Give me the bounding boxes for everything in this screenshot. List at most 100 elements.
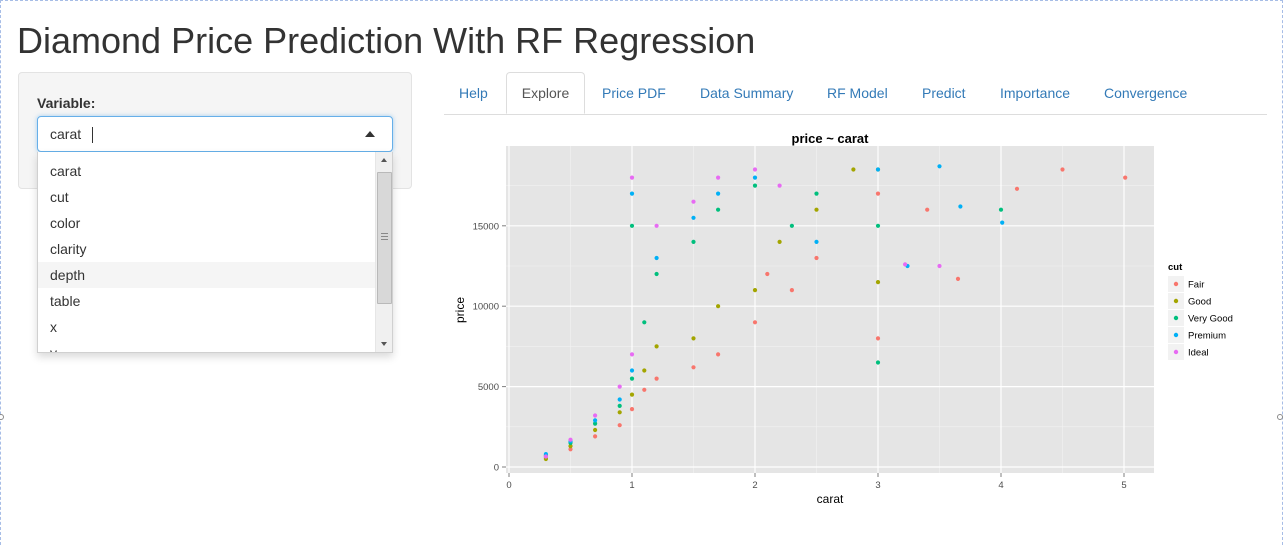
tab-predict[interactable]: Predict xyxy=(922,85,966,101)
data-point xyxy=(617,423,622,428)
data-point xyxy=(617,384,622,389)
data-point xyxy=(629,223,635,228)
data-point xyxy=(593,421,598,426)
legend-label: Very Good xyxy=(1188,314,1233,325)
data-point xyxy=(716,304,721,309)
data-point xyxy=(955,276,961,281)
page-title: Diamond Price Prediction With RF Regress… xyxy=(17,20,756,61)
data-point xyxy=(593,413,598,418)
tab-convergence[interactable]: Convergence xyxy=(1104,85,1188,101)
data-point xyxy=(937,263,942,269)
tab-explore[interactable]: Explore xyxy=(506,72,585,114)
y-axis-label: price xyxy=(453,297,467,323)
x-tick-label: 5 xyxy=(1121,480,1126,491)
dropdown-option-clarity[interactable]: clarity xyxy=(50,241,87,257)
data-point xyxy=(875,360,881,365)
price-carat-scatter-plot: price ~ carat 0 1 2 3 4 5 0 5000 10000 15000 car… xyxy=(453,131,1233,506)
y-tick-label: 15000 xyxy=(473,221,499,232)
data-point xyxy=(629,175,635,180)
data-point xyxy=(875,223,881,228)
data-point xyxy=(654,344,659,349)
data-point xyxy=(875,167,881,172)
data-point xyxy=(654,223,659,228)
data-point xyxy=(875,336,881,341)
variable-select-value: carat xyxy=(50,126,82,142)
data-point xyxy=(629,368,635,373)
data-point xyxy=(642,368,647,373)
data-point xyxy=(629,392,635,397)
dropdown-option-y[interactable]: y xyxy=(50,345,57,353)
data-point xyxy=(814,239,819,244)
tab-importance[interactable]: Importance xyxy=(1000,85,1071,101)
resize-handle-right[interactable] xyxy=(1277,414,1283,420)
dropdown-option-table[interactable]: table xyxy=(50,293,81,309)
scroll-thumb[interactable] xyxy=(377,172,392,304)
data-point xyxy=(568,444,573,449)
data-point xyxy=(716,207,721,212)
grip-line xyxy=(381,236,388,237)
tab-bar: Help Explore Price PDF Data Summary RF M… xyxy=(444,72,1267,115)
y-tick-label: 0 xyxy=(494,463,499,474)
dropdown-scrollbar[interactable] xyxy=(375,152,392,352)
data-point xyxy=(765,271,770,277)
data-point xyxy=(814,255,819,261)
data-point xyxy=(937,164,942,169)
dropdown-option-cut[interactable]: cut xyxy=(50,189,69,205)
viewer-frame-left xyxy=(0,0,1,545)
data-point xyxy=(1014,186,1020,191)
legend-label: Fair xyxy=(1188,280,1204,291)
data-point xyxy=(752,288,758,293)
variable-label: Variable: xyxy=(37,95,96,111)
data-point xyxy=(629,352,635,357)
data-point xyxy=(789,223,794,228)
x-tick-label: 2 xyxy=(752,480,757,491)
dropdown-option-color[interactable]: color xyxy=(50,215,81,231)
data-point xyxy=(875,191,881,196)
legend-point xyxy=(1173,281,1179,287)
chevron-up-icon[interactable] xyxy=(365,131,375,137)
data-point xyxy=(617,403,622,408)
data-point xyxy=(925,207,930,212)
tab-rf-model[interactable]: RF Model xyxy=(827,85,888,101)
data-point xyxy=(777,239,782,244)
grip-line xyxy=(381,233,388,234)
y-tick-label: 10000 xyxy=(473,302,499,313)
plot-panel xyxy=(506,146,1154,473)
data-points xyxy=(543,164,1128,462)
data-point xyxy=(752,183,758,188)
data-point xyxy=(568,437,573,442)
tab-data-summary[interactable]: Data Summary xyxy=(700,85,794,101)
dropdown-option-carat[interactable]: carat xyxy=(50,163,82,179)
data-point xyxy=(543,454,548,459)
data-point xyxy=(629,407,635,412)
data-point xyxy=(998,207,1004,212)
data-point xyxy=(642,387,647,392)
data-point xyxy=(1060,167,1065,172)
data-point xyxy=(814,191,819,196)
grid-lines xyxy=(506,146,1154,473)
dropdown-option-depth[interactable]: depth xyxy=(38,262,376,288)
data-point xyxy=(593,427,598,433)
tab-help[interactable]: Help xyxy=(459,85,488,101)
tab-price-pdf[interactable]: Price PDF xyxy=(602,85,666,101)
text-cursor xyxy=(92,127,93,143)
data-point xyxy=(691,239,696,244)
legend-point xyxy=(1173,315,1179,321)
data-point xyxy=(654,271,659,277)
dropdown-option-x[interactable]: x xyxy=(50,319,57,335)
data-point xyxy=(777,183,782,188)
data-point xyxy=(642,320,647,325)
data-point xyxy=(875,280,881,285)
resize-handle-left[interactable] xyxy=(0,414,4,420)
data-point xyxy=(752,167,758,172)
scroll-up-arrow-icon[interactable] xyxy=(381,158,387,162)
x-tick-label: 3 xyxy=(875,480,880,491)
x-axis: 0 1 2 3 4 5 xyxy=(506,473,1127,491)
data-point xyxy=(691,215,696,220)
variable-select[interactable]: carat xyxy=(37,116,393,152)
scroll-down-arrow-icon[interactable] xyxy=(381,342,387,346)
data-point xyxy=(716,191,721,196)
data-point xyxy=(654,255,659,261)
data-point xyxy=(617,410,622,415)
legend-label: Ideal xyxy=(1188,348,1209,359)
